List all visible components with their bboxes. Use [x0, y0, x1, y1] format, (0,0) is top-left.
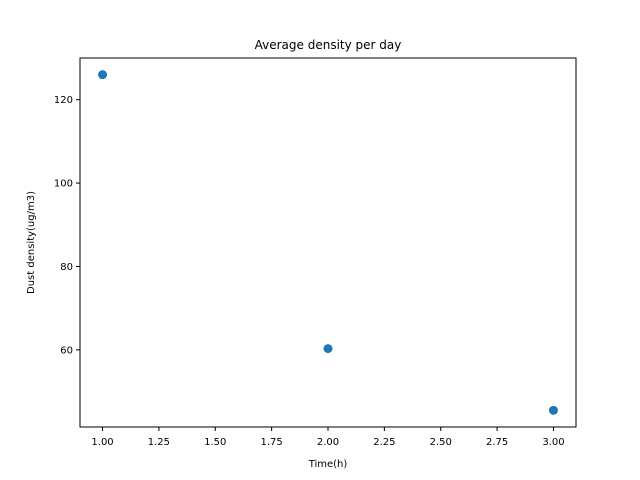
x-axis-label: Time(h) [308, 459, 348, 470]
chart-title: Average density per day [255, 38, 402, 52]
plot-area-frame [79, 57, 577, 428]
x-tick-label: 1.25 [148, 437, 170, 448]
data-point [323, 344, 333, 354]
x-tick-label: 1.50 [204, 437, 226, 448]
x-axis-ticks: 1.00 1.25 1.50 1.75 2.00 2.25 2.50 2.75 3.00 [91, 427, 565, 448]
x-tick-label: 2.75 [486, 437, 508, 448]
data-point [98, 70, 108, 80]
x-tick-label: 2.50 [430, 437, 452, 448]
y-axis-label: Dust density(ug/m3) [26, 191, 37, 294]
x-tick-label: 3.00 [542, 437, 564, 448]
y-tick-label: 100 [54, 179, 73, 190]
y-axis-ticks: 60 80 100 120 [54, 95, 80, 356]
y-tick-label: 60 [60, 345, 73, 356]
y-tick-label: 120 [54, 95, 73, 106]
x-tick-label: 2.25 [373, 437, 395, 448]
y-tick-label: 80 [60, 262, 73, 273]
data-point [548, 405, 558, 415]
x-tick-label: 1.75 [261, 437, 283, 448]
x-tick-label: 2.00 [317, 437, 339, 448]
data-points [98, 70, 558, 415]
x-tick-label: 1.00 [91, 437, 113, 448]
